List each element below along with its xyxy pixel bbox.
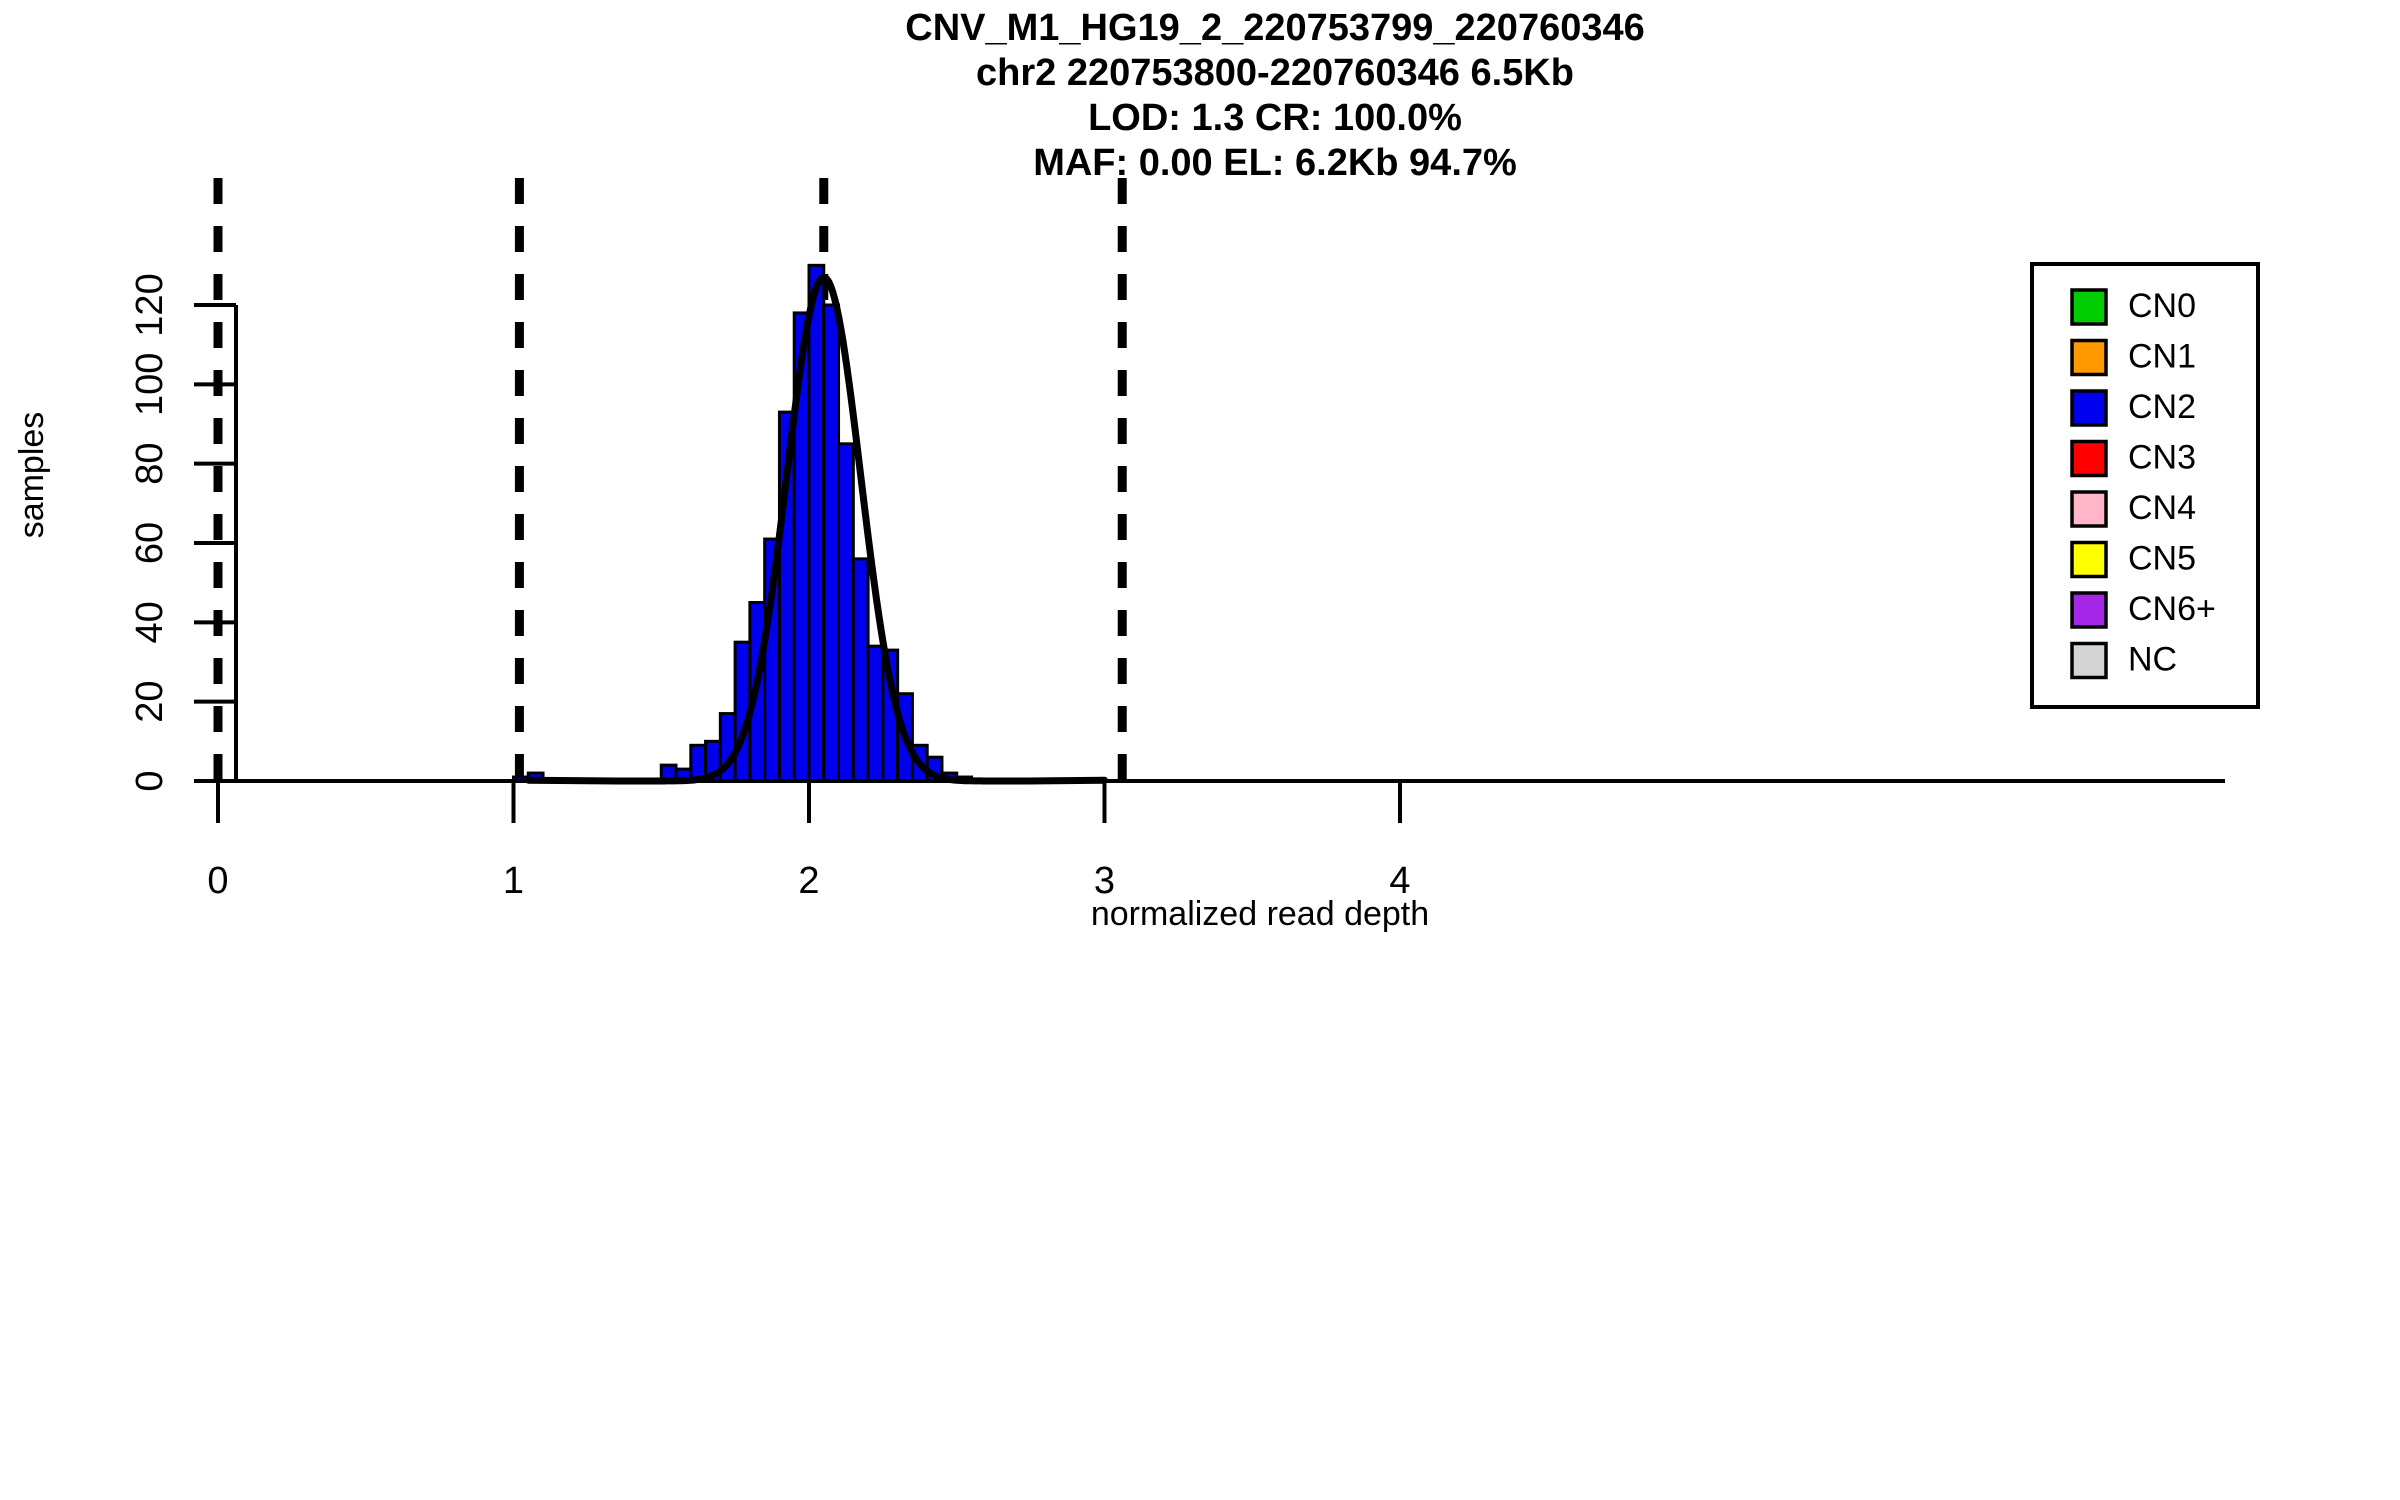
title-line-3: LOD: 1.3 CR: 100.0%	[1088, 97, 1462, 139]
legend-swatch-cn0	[2070, 288, 2108, 326]
y-axis: 0 20 40 60 80 100 120	[129, 273, 238, 792]
histogram-bar	[807, 263, 826, 783]
y-tick-label: 20	[129, 681, 171, 723]
histogram-bar	[837, 442, 855, 783]
x-tick-label: 1	[503, 860, 524, 902]
y-tick-label: 0	[129, 770, 171, 791]
x-axis-ticks: 0 1 2 3 4	[207, 781, 1411, 902]
title-line-2: chr2 220753800-220760346 6.5Kb	[976, 52, 1574, 94]
x-tick-label: 4	[1389, 860, 1410, 902]
legend-item-cn4[interactable]: CN4	[2070, 489, 2196, 528]
legend: CN0 CN1 CN2 CN3 CN4 CN5 CN6+ NC	[2030, 262, 2260, 709]
plot-title: CNV_M1_HG19_2_220753799_220760346 chr2 2…	[905, 7, 1645, 184]
legend-label-cn5: CN5	[2128, 539, 2196, 577]
histogram-bar	[822, 303, 841, 783]
y-tick-label: 40	[129, 601, 171, 643]
legend-swatch-cn4	[2070, 490, 2108, 528]
y-tick-label: 100	[129, 353, 171, 416]
y-tick-label: 120	[129, 273, 171, 336]
legend-label-cn3: CN3	[2128, 438, 2196, 476]
legend-label-cn2: CN2	[2128, 388, 2196, 426]
legend-swatch-cn1	[2070, 338, 2108, 377]
x-tick-label: 0	[207, 860, 228, 902]
legend-swatch-cn2	[2070, 389, 2108, 427]
y-tick-label: 60	[129, 522, 171, 564]
y-tick-label: 80	[129, 443, 171, 485]
title-line-4: MAF: 0.00 EL: 6.2Kb 94.7%	[1033, 142, 1517, 184]
legend-label-cn1: CN1	[2128, 337, 2196, 375]
legend-item-cn1[interactable]: CN1	[2070, 337, 2196, 377]
y-axis-title: samples	[13, 412, 51, 539]
legend-item-cn6plus[interactable]: CN6+	[2070, 590, 2216, 629]
legend-border	[2030, 262, 2260, 709]
legend-item-nc[interactable]: NC	[2070, 640, 2177, 680]
legend-swatch-nc	[2070, 641, 2108, 680]
legend-items: CN0 CN1 CN2 CN3 CN4 CN5 CN6+ NC	[2070, 287, 2216, 680]
legend-item-cn5[interactable]: CN5	[2070, 539, 2196, 579]
legend-label-nc: NC	[2128, 640, 2177, 678]
y-axis-ticks: 0 20 40 60 80 100 120	[129, 273, 236, 792]
legend-label-cn0: CN0	[2128, 287, 2196, 325]
legend-swatch-cn6plus	[2070, 591, 2108, 629]
x-tick-label: 3	[1094, 860, 1115, 902]
histogram-bar	[866, 644, 885, 783]
legend-swatch-cn5	[2070, 540, 2108, 579]
histogram-bars	[512, 263, 974, 783]
histogram-bar	[851, 557, 870, 783]
legend-item-cn3[interactable]: CN3	[2070, 438, 2196, 478]
legend-label-cn4: CN4	[2128, 489, 2196, 527]
x-tick-label: 2	[798, 860, 819, 902]
legend-item-cn2[interactable]: CN2	[2070, 388, 2196, 427]
title-line-1: CNV_M1_HG19_2_220753799_220760346	[905, 7, 1645, 49]
x-axis: 0 1 2 3 4	[194, 779, 2225, 902]
x-axis-title: normalized read depth	[1091, 895, 1429, 933]
cn-boundary-lines	[213, 178, 1127, 781]
legend-swatch-cn3	[2070, 439, 2108, 478]
legend-item-cn0[interactable]: CN0	[2070, 287, 2196, 326]
legend-label-cn6plus: CN6+	[2128, 590, 2216, 628]
